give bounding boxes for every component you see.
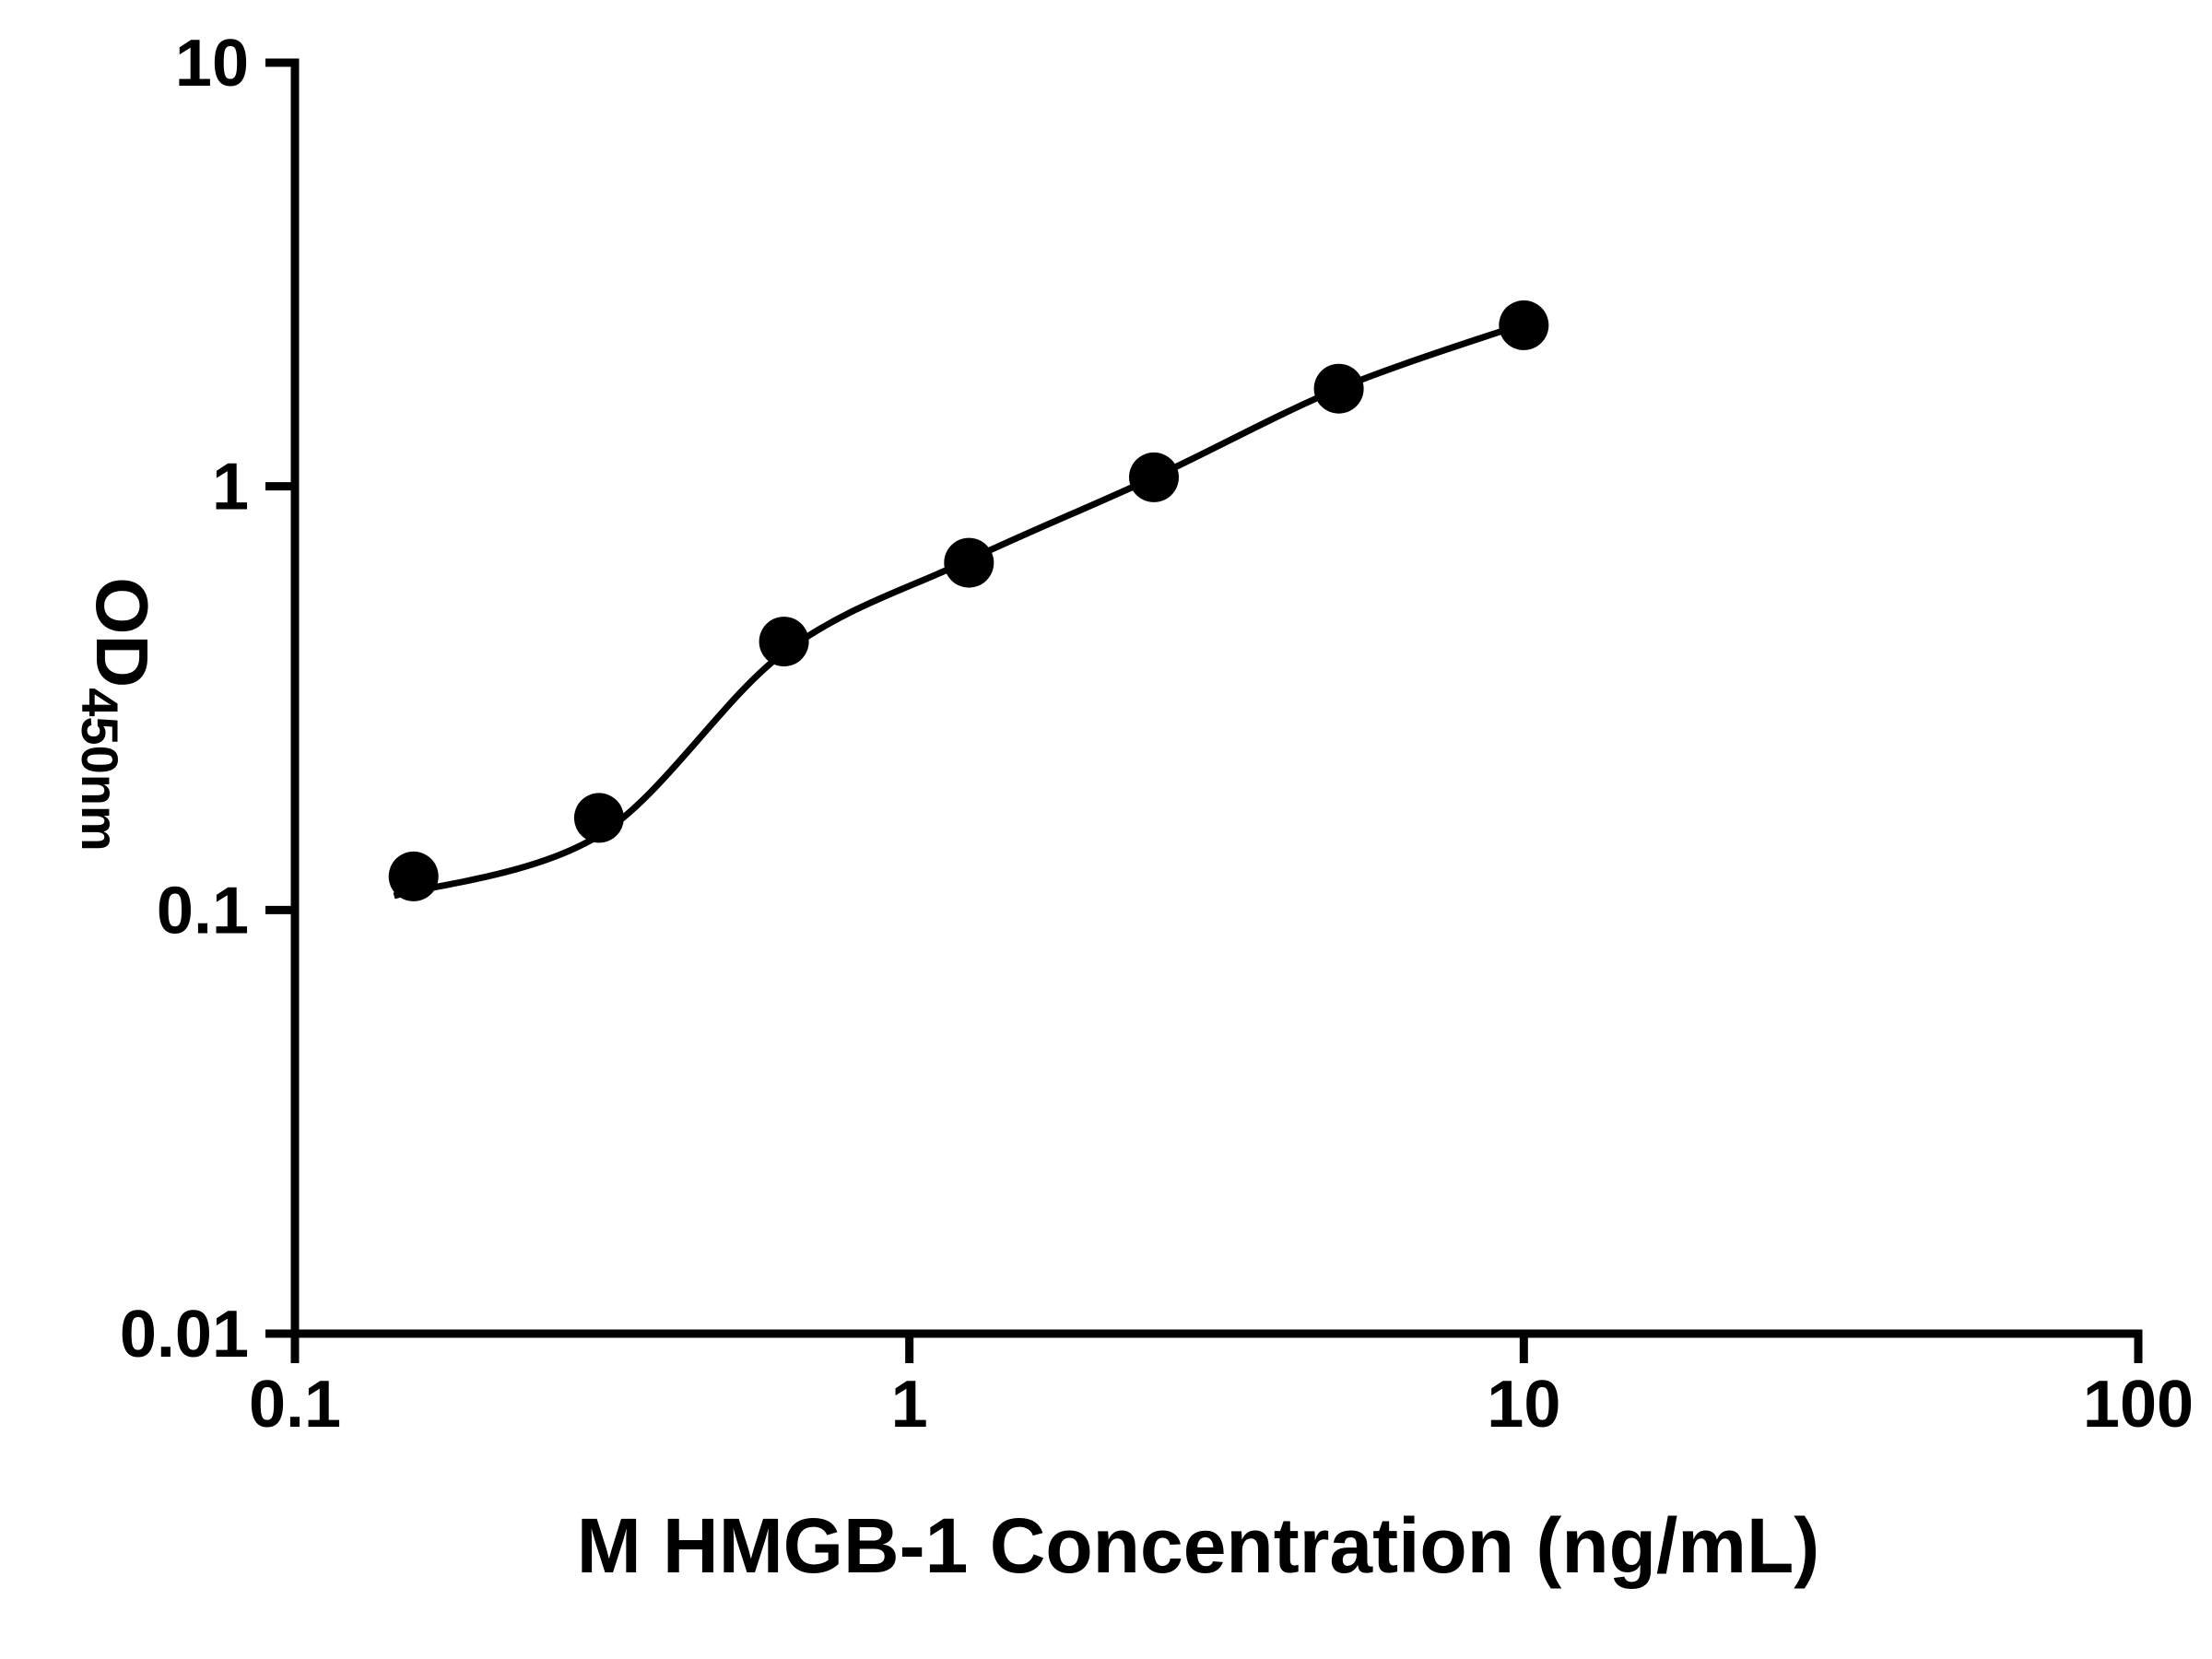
- data-point-3: [944, 537, 994, 588]
- y-tick-label-1: 1: [212, 451, 249, 524]
- x-tick-label-3: 100: [2083, 1368, 2194, 1441]
- data-point-2: [759, 617, 809, 667]
- x-axis-title: M HMGB-1 Concentration (ng/mL): [577, 1502, 1820, 1589]
- axis-spines: [290, 58, 2143, 1338]
- data-point-5: [1313, 363, 1364, 414]
- y-tick-label-0: 10: [175, 27, 249, 100]
- y-axis-title-main: OD: [81, 577, 163, 688]
- x-tick-label-1: 1: [891, 1368, 928, 1441]
- data-point-6: [1499, 300, 1549, 350]
- y-tick-label-2: 0.1: [157, 874, 249, 947]
- x-tick-label-2: 10: [1487, 1368, 1560, 1441]
- data-point-4: [1129, 452, 1179, 502]
- y-axis-title-sub: 450nm: [71, 688, 129, 851]
- fit-curve: [393, 320, 1525, 900]
- data-layer: [388, 300, 1549, 901]
- y-tick-label-3: 0.01: [120, 1298, 249, 1371]
- y-axis-title: OD450nm: [71, 577, 163, 851]
- data-point-1: [573, 793, 624, 843]
- x-tick-label-0: 0.1: [249, 1368, 341, 1441]
- data-point-0: [388, 851, 439, 901]
